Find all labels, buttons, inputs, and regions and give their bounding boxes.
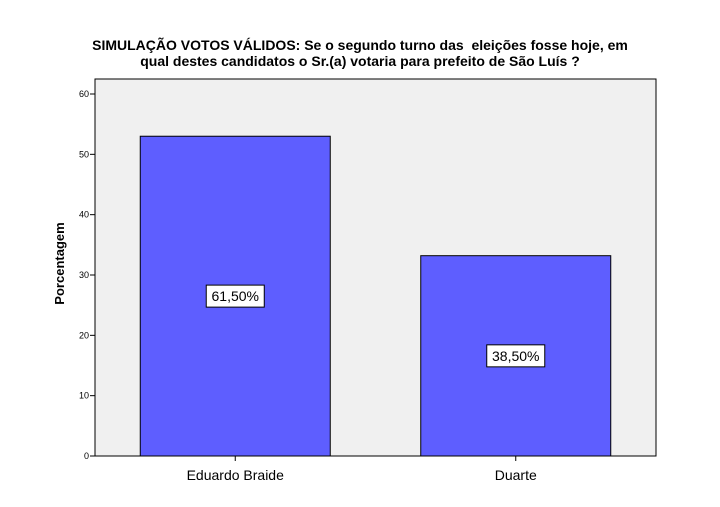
y-tick-label: 20 [79,330,89,340]
bar-1 [139,135,331,457]
y-tick-label: 10 [79,391,89,401]
chart-title-line-1: SIMULAÇÃO VOTOS VÁLIDOS: Se o segundo tu… [92,37,628,53]
chart-title-line-2: qual destes candidatos o Sr.(a) votaria … [140,53,580,69]
data-label: 38,50% [492,348,539,364]
data-label: 61,50% [212,288,259,304]
y-tick-label: 0 [84,451,89,461]
y-tick-label: 60 [79,89,89,99]
data-label-box [205,284,265,308]
chart-title: SIMULAÇÃO VOTOS VÁLIDOS: Se o segundo tu… [0,37,720,69]
y-tick-label: 50 [79,149,89,159]
y-axis-label: Porcentagem [52,222,67,304]
x-tick-label: Duarte [495,467,537,483]
x-tick-label: Eduardo Braide [187,467,285,483]
y-tick-label: 30 [79,270,89,280]
data-label-box [486,344,546,368]
y-tick-label: 40 [79,210,89,220]
